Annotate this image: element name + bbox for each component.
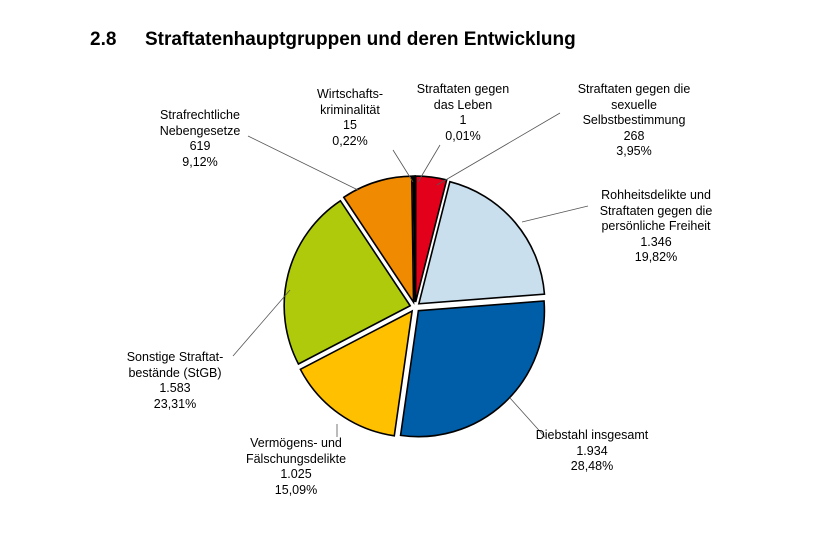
leader-line-2 xyxy=(521,205,589,223)
leader-line-6 xyxy=(247,135,359,191)
leader-line-5 xyxy=(232,289,291,357)
section-number: 2.8 xyxy=(90,29,117,50)
leader-line-0 xyxy=(417,144,441,183)
slice-label-line: das Leben xyxy=(433,97,493,112)
slice-value: 1 xyxy=(459,113,467,127)
slice-value: 1.346 xyxy=(640,234,672,249)
slice-value: 1.934 xyxy=(576,443,608,458)
data-label-5: Sonstige Straftat-bestände (StGB) 1.583 23… xyxy=(127,350,224,412)
slice-label-line: Straftaten gegen die xyxy=(599,203,713,218)
slice-label-line: Rohheitsdelikte und xyxy=(601,188,711,202)
data-label-3: Diebstahl insgesamt 1.934 28,48% xyxy=(536,428,649,475)
pie-slice-3 xyxy=(399,300,546,438)
slice-value: 15 xyxy=(343,118,357,132)
leader-line-7 xyxy=(392,149,414,183)
leader-line-1 xyxy=(436,112,561,186)
data-label-4: Vermögens- und Fälschungsdelikte 1.025 15,0… xyxy=(246,436,346,498)
slice-label-line: Diebstahl insgesamt xyxy=(535,428,649,442)
slice-label-line: persönliche Freiheit xyxy=(601,219,711,233)
slice-label-line: Wirtschafts- xyxy=(317,87,383,101)
slice-label-line: kriminalität xyxy=(320,102,380,117)
data-label-1: Straftaten gegen die sexuelle Selbstbestim… xyxy=(578,82,691,160)
data-label-7: Wirtschafts-kriminalität 15 0,22% xyxy=(317,87,383,149)
leader-line-3 xyxy=(509,397,546,438)
pie-slice-2 xyxy=(417,180,546,305)
slice-label-line: bestände (StGB) xyxy=(128,365,222,380)
slice-label-line: Straftaten gegen die xyxy=(577,82,691,96)
slice-percent: 23,31% xyxy=(153,396,197,411)
slice-label-line: Strafrechtliche xyxy=(160,108,240,122)
slice-value: 1.025 xyxy=(280,467,312,481)
slice-percent: 3,95% xyxy=(616,144,652,158)
page-title: 2.8 Straftatenhauptgruppen und deren Entw… xyxy=(90,29,576,51)
slice-label-line: Fälschungsdelikte xyxy=(245,451,347,466)
slice-value: 1.583 xyxy=(159,381,191,395)
slice-percent: 9,12% xyxy=(182,154,218,169)
slice-label-line: Vermögens- und xyxy=(250,436,342,450)
data-label-0: Straftaten gegen das Leben 1 0,01% xyxy=(417,82,509,144)
pie-slice-4 xyxy=(299,309,414,437)
slice-label-line: Nebengesetze xyxy=(159,123,241,138)
slice-label-line: Selbstbestimmung xyxy=(582,113,686,127)
slice-label-line: Sonstige Straftat- xyxy=(126,350,224,364)
slice-percent: 0,01% xyxy=(445,128,481,143)
slice-percent: 28,48% xyxy=(570,459,614,473)
slice-label-line: Straftaten gegen xyxy=(416,82,510,96)
section-title: Straftatenhauptgruppen und deren Entwick… xyxy=(145,29,576,50)
slice-percent: 15,09% xyxy=(274,482,318,497)
data-label-2: Rohheitsdelikte und Straftaten gegen die p… xyxy=(600,188,713,266)
slice-percent: 19,82% xyxy=(634,250,678,264)
slice-value: 619 xyxy=(189,139,211,153)
pie-slice-6 xyxy=(342,175,415,305)
slice-percent: 0,22% xyxy=(332,133,368,148)
slice-value: 268 xyxy=(623,128,645,143)
slice-label-line: sexuelle xyxy=(611,97,657,112)
pie-slice-7 xyxy=(412,175,416,303)
pie-slice-5 xyxy=(283,199,412,366)
data-label-6: Strafrechtliche Nebengesetze 619 9,12% xyxy=(160,108,241,170)
